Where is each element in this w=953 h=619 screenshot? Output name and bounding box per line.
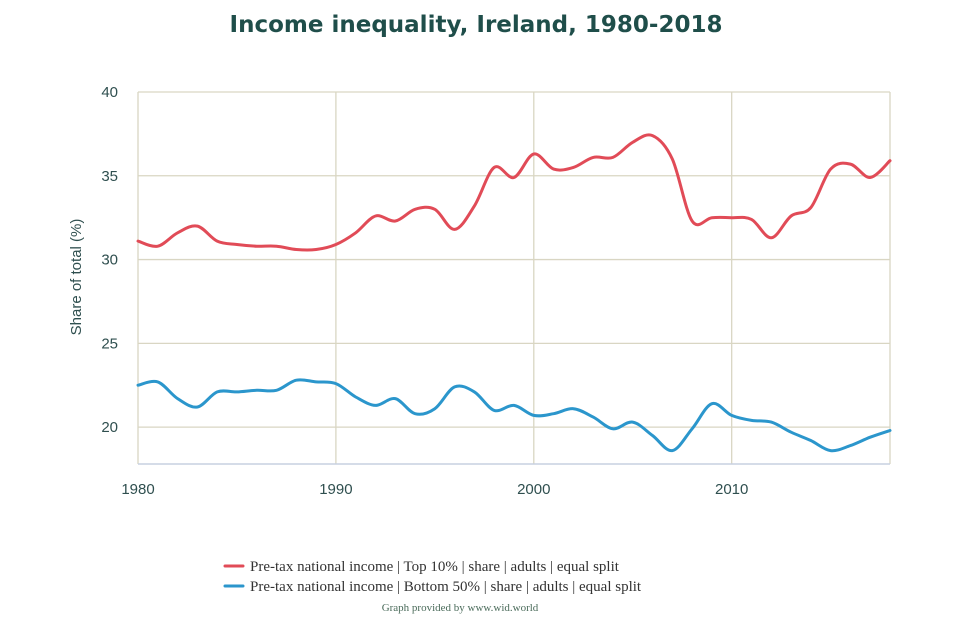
legend: Pre-tax national income | Top 10% | shar…	[223, 559, 642, 595]
x-tick-label: 1980	[121, 481, 154, 498]
legend-label: Pre-tax national income | Top 10% | shar…	[250, 559, 620, 575]
x-tick-label: 2000	[517, 481, 550, 498]
y-tick-label: 35	[101, 168, 118, 185]
y-tick-label: 20	[101, 419, 118, 436]
series-lines	[136, 133, 892, 453]
y-tick-label: 25	[101, 335, 118, 352]
legend-label: Pre-tax national income | Bottom 50% | s…	[250, 579, 642, 595]
y-axis-label: Share of total (%)	[68, 219, 85, 336]
y-tick-label: 40	[101, 84, 118, 101]
x-tick-label: 1990	[319, 481, 352, 498]
chart-title: Income inequality, Ireland, 1980-2018	[230, 12, 723, 38]
axis-ticks: 20 25 30 35 40 1980 1990 2000 2010	[101, 84, 748, 498]
credit-text: Graph provided by www.wid.world	[382, 602, 539, 614]
bottom-50-share-line	[136, 378, 892, 453]
y-tick-label: 30	[101, 252, 118, 269]
top-10-share-line	[136, 133, 892, 252]
x-tick-label: 2010	[715, 481, 748, 498]
grid-lines	[137, 91, 891, 465]
